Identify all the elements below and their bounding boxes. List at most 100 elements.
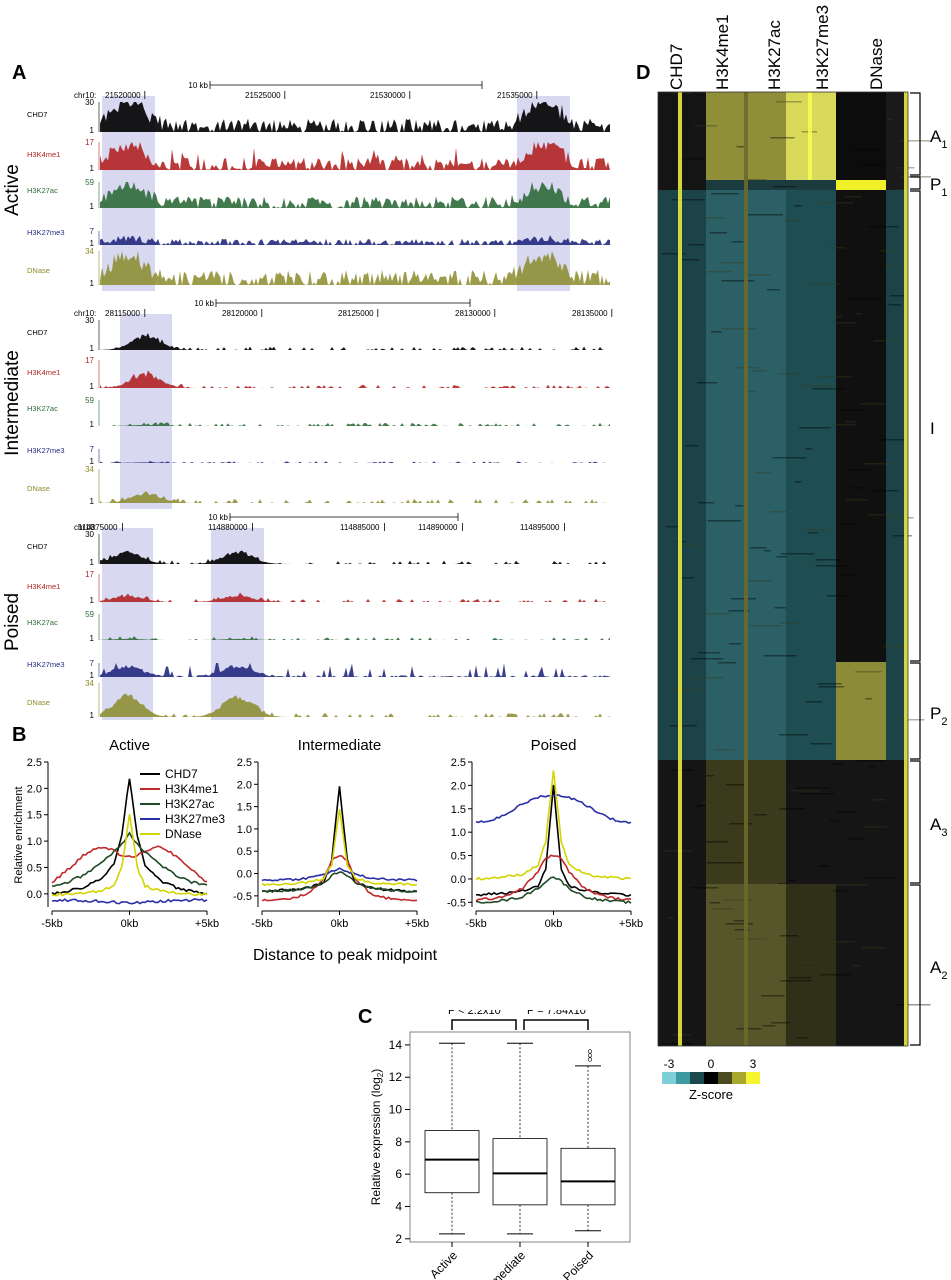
series-line-dnase	[475, 770, 632, 881]
cluster-bracket-3: P2	[910, 662, 947, 760]
y-tick-label: 0.0	[27, 889, 42, 901]
heatmap-block	[836, 190, 886, 662]
y-tick-label: 0.5	[27, 862, 42, 874]
heatmap-texture	[703, 217, 726, 219]
track-name: H3K27ac	[27, 186, 58, 195]
y-tick-label: 0.5	[237, 846, 252, 858]
y-tick-label: 0.0	[451, 874, 466, 886]
cluster-bracket-0: A1	[910, 92, 947, 176]
y-axis-label: Relative enrichment	[13, 786, 25, 883]
heatmap-texture	[817, 683, 842, 685]
heatmap-texture	[862, 877, 898, 879]
heatmap-texture	[788, 880, 796, 882]
h3k27me3-signal	[100, 663, 610, 677]
series-line-dnase	[261, 808, 418, 887]
heatmap-cluster-5	[658, 884, 931, 1046]
colorbar-swatch	[676, 1072, 690, 1084]
heatmap-texture	[810, 743, 832, 745]
chd7-signal	[100, 550, 610, 564]
colorbar-swatch	[746, 1072, 760, 1084]
y-tick-label: 1.0	[237, 824, 252, 836]
heatmap-texture	[753, 814, 767, 816]
heatmap-texture	[770, 137, 795, 139]
y-tick-label: 12	[389, 1070, 403, 1084]
ylim-bottom: 1	[90, 202, 95, 211]
x-axis-label: Distance to peak midpoint	[253, 947, 438, 964]
ylim-bottom: 1	[90, 671, 95, 680]
coordinate-label: 28125000	[338, 309, 374, 318]
ylim-top: 30	[85, 98, 94, 107]
heatmap-texture	[761, 995, 785, 997]
heatmap-texture	[667, 571, 680, 573]
colorbar-swatch	[662, 1072, 676, 1084]
heatmap-texture	[796, 1037, 808, 1039]
heatmap-texture	[826, 595, 847, 597]
ylim-top: 59	[85, 178, 94, 187]
heatmap-block	[836, 180, 886, 190]
cluster-bracket-1: P1	[910, 175, 947, 199]
series-line-h3k27me3	[475, 794, 632, 824]
heatmap-texture	[776, 556, 787, 558]
x-tick-label: 0kb	[121, 918, 139, 930]
heatmap-texture	[848, 469, 873, 471]
series-line-h3k4me1	[51, 845, 208, 884]
y-tick-label: 8	[395, 1135, 402, 1149]
dnase-signal	[100, 693, 610, 717]
coordinate-label: 21530000	[370, 91, 406, 100]
heatmap-texture	[671, 199, 705, 201]
ylim-top: 34	[85, 247, 94, 256]
heatmap-texture	[832, 424, 857, 426]
heatmap-texture	[736, 146, 744, 148]
ylim-top: 34	[85, 679, 94, 688]
heatmap-texture	[794, 481, 802, 483]
track-name: DNase	[27, 484, 50, 493]
profile-chart-active: Active 0.0 0.5 1.0 1.5 2.0 2.5 -5kb 0kb +5kb	[27, 737, 219, 930]
heatmap-block	[886, 884, 908, 1046]
column-label-h3k4me1: H3K4me1	[713, 14, 732, 90]
heatmap-cluster-0	[658, 92, 932, 181]
coordinate-label: 28135000	[572, 309, 608, 318]
profile-chart-poised: Poised -0.5 0.0 0.5 1.0 1.5 2.0 2.5 -5kb 0kb +5kb	[447, 737, 643, 930]
panel-d-label: D	[636, 62, 651, 84]
y-tick-label: 1.5	[27, 810, 42, 822]
heatmap-texture	[848, 838, 865, 840]
heatmap-texture	[734, 929, 750, 931]
heatmap-texture	[844, 196, 862, 198]
ylim-bottom: 1	[90, 497, 95, 506]
heatmap-texture	[731, 598, 756, 600]
ylim-top: 59	[85, 396, 94, 405]
series-line-chd7	[475, 784, 632, 897]
colorbar: -3 0 3 Z-score	[662, 1057, 760, 1102]
heatmap-texture	[772, 457, 806, 459]
heatmap-texture	[680, 577, 694, 579]
ylim-bottom: 1	[90, 344, 95, 353]
ylim-top: 17	[85, 356, 94, 365]
heatmap-texture	[801, 385, 834, 387]
heatmap-texture	[697, 382, 718, 384]
y-tick-label: 10	[389, 1103, 403, 1117]
y-tick-label: 0.0	[237, 869, 252, 881]
series-line-h3k27me3	[261, 867, 418, 882]
track-name: H3K4me1	[27, 150, 60, 159]
heatmap-texture	[861, 947, 886, 949]
ylim-bottom: 1	[90, 382, 95, 391]
track-name: H3K27ac	[27, 618, 58, 627]
cluster-bracket-line	[910, 760, 921, 884]
y-tick-label: 2.0	[451, 780, 466, 792]
heatmap-texture	[855, 671, 882, 673]
ylim-bottom: 1	[90, 634, 95, 643]
series-line-h3k27ac	[51, 831, 208, 887]
heatmap-texture	[897, 189, 908, 191]
heatmap-texture	[698, 502, 715, 504]
heatmap-texture	[745, 274, 771, 276]
ylim-bottom: 1	[90, 596, 95, 605]
ylim-top: 17	[85, 138, 94, 147]
heatmap-texture	[744, 580, 773, 582]
y-tick-label: 2.0	[27, 783, 42, 795]
heatmap-texture	[774, 607, 786, 609]
y-tick-label: 4	[395, 1199, 402, 1213]
heatmap-texture	[728, 643, 741, 645]
signal-stripe	[744, 92, 748, 1046]
outlier-point	[587, 1057, 593, 1062]
series-line-h3k4me1	[261, 854, 418, 902]
